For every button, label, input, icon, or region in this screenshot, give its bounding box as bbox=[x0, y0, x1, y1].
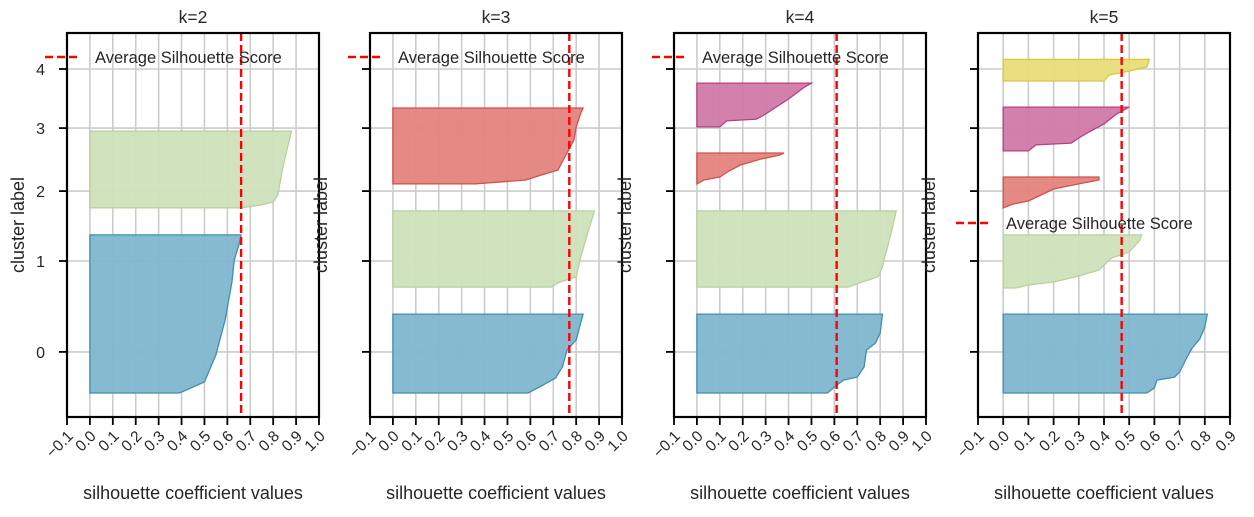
axes-frame bbox=[672, 31, 928, 419]
y-tick-label: 4 bbox=[36, 62, 45, 79]
silhouette-cluster-1 bbox=[1002, 234, 1143, 289]
x-axis-label: silhouette coefficient values bbox=[690, 483, 910, 503]
silhouette-cluster-2 bbox=[1002, 176, 1100, 209]
subplot-k-4: −0.10.00.10.20.30.40.50.60.70.80.91.0k=4… bbox=[615, 7, 936, 503]
subplot-k-3: −0.10.00.10.20.30.40.50.60.70.80.91.0k=3… bbox=[311, 7, 632, 503]
legend-label: Average Silhouette Score bbox=[702, 49, 889, 67]
x-tick-label: −0.1 bbox=[346, 428, 380, 462]
axes-frame bbox=[368, 31, 624, 419]
silhouette-cluster-2 bbox=[392, 107, 585, 185]
y-tick-label: 1 bbox=[36, 254, 45, 271]
silhouette-cluster-2 bbox=[696, 152, 785, 186]
silhouette-cluster-0 bbox=[1002, 313, 1209, 394]
silhouette-cluster-1 bbox=[89, 130, 293, 209]
y-tick-label: 2 bbox=[36, 184, 45, 201]
y-axis-label: cluster label bbox=[919, 177, 939, 273]
x-tick-label: −0.1 bbox=[43, 428, 77, 462]
silhouette-cluster-0 bbox=[696, 313, 884, 394]
y-tick-label: 0 bbox=[36, 345, 45, 362]
x-tick-label: 0.7 bbox=[1162, 428, 1189, 455]
x-tick-label: 0.6 bbox=[1137, 428, 1164, 455]
x-tick-label: 0.9 bbox=[1213, 428, 1240, 455]
x-tick-label: 0.5 bbox=[1112, 428, 1139, 455]
legend-label: Average Silhouette Score bbox=[1006, 215, 1193, 233]
legend-label: Average Silhouette Score bbox=[95, 49, 282, 67]
subplot-title: k=5 bbox=[1090, 7, 1119, 27]
x-tick-label: 1.0 bbox=[302, 428, 330, 456]
silhouette-cluster-3 bbox=[696, 82, 814, 128]
silhouette-cluster-3 bbox=[1002, 106, 1130, 152]
x-axis-label: silhouette coefficient values bbox=[386, 483, 606, 503]
y-axis-label: cluster label bbox=[8, 177, 28, 273]
silhouette-cluster-0 bbox=[392, 313, 584, 394]
subplot-k-5: −0.10.00.10.20.30.40.50.60.70.80.9 k=5 sil… bbox=[919, 7, 1240, 503]
subplot-title: k=3 bbox=[482, 7, 511, 27]
x-tick-label: −0.1 bbox=[650, 428, 684, 462]
x-tick-label: 0.8 bbox=[1187, 428, 1214, 455]
silhouette-cluster-0 bbox=[89, 234, 242, 394]
x-tick-label: −0.1 bbox=[954, 428, 988, 462]
x-tick-label: 0.0 bbox=[986, 428, 1014, 456]
subplot-k-2: −0.10.00.10.20.30.40.50.60.70.80.91.0012… bbox=[8, 7, 329, 503]
x-tick-label: 0.1 bbox=[1011, 428, 1038, 455]
x-tick-label: 0.2 bbox=[1036, 428, 1063, 455]
x-axis-label: silhouette coefficient values bbox=[994, 483, 1214, 503]
silhouette-cluster-1 bbox=[392, 210, 596, 288]
legend-label: Average Silhouette Score bbox=[398, 49, 585, 67]
axes-frame bbox=[65, 31, 321, 419]
x-tick-label: 0.4 bbox=[1087, 428, 1115, 456]
subplot-title: k=2 bbox=[179, 7, 208, 27]
y-axis-label: cluster label bbox=[615, 177, 635, 273]
x-tick-label: 1.0 bbox=[605, 428, 633, 456]
x-tick-label: 1.0 bbox=[909, 428, 937, 456]
subplot-title: k=4 bbox=[786, 7, 815, 27]
y-tick-label: 3 bbox=[36, 121, 45, 138]
silhouette-cluster-1 bbox=[696, 210, 898, 288]
x-axis-label: silhouette coefficient values bbox=[83, 483, 303, 503]
silhouette-cluster-4 bbox=[1002, 58, 1151, 82]
x-tick-label: 0.3 bbox=[1061, 428, 1088, 455]
y-axis-label: cluster label bbox=[311, 177, 331, 273]
